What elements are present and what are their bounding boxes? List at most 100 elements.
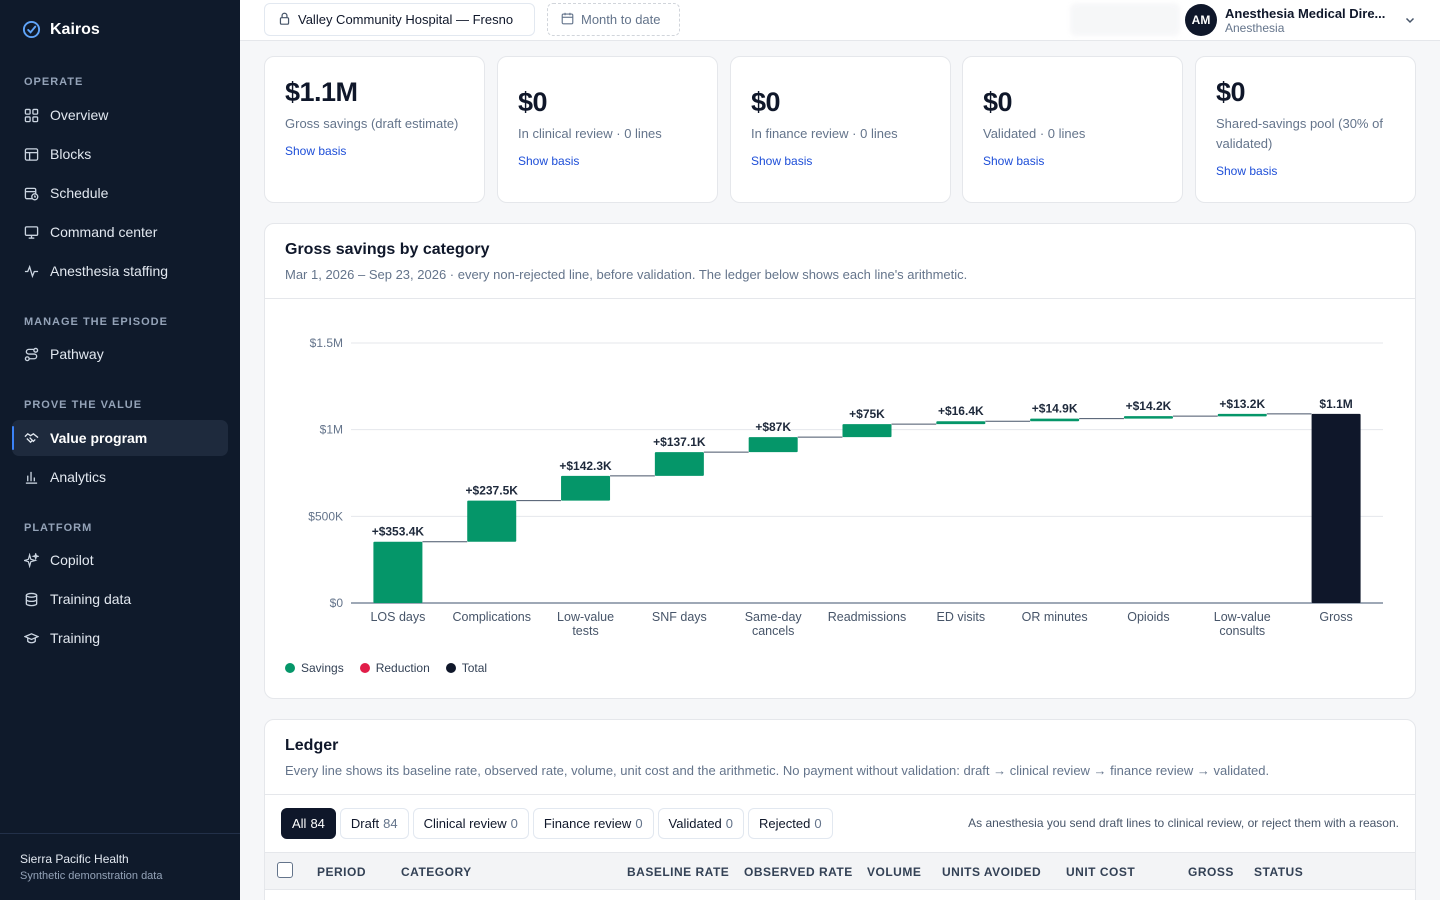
filter-clinical-review[interactable]: Clinical review 0 (412, 808, 529, 839)
kpi-label: Gross savings (draft estimate) (285, 116, 459, 131)
filter-label: Draft (350, 816, 380, 831)
nav-item-training-data[interactable]: Training data (12, 581, 228, 617)
chart-legend: Savings Reduction Total (285, 661, 487, 675)
nav-item-label: Anesthesia staffing (50, 263, 169, 279)
bar-los-days (373, 541, 423, 603)
nav-item-schedule[interactable]: Schedule (12, 175, 228, 211)
date-range-selector[interactable]: Month to date (547, 3, 680, 36)
column-header-unit-cost[interactable]: UNIT COST (1066, 865, 1136, 879)
column-header-category[interactable]: CATEGORY (401, 865, 472, 879)
nav-item-training[interactable]: Training (12, 620, 228, 656)
legend-label: Total (461, 661, 488, 675)
column-header-period[interactable]: PERIOD (317, 865, 367, 879)
filter-draft[interactable]: Draft 84 (339, 808, 409, 839)
waterfall-chart: $0 $500K $1M $1.5M +$353.4K LOS days +$237.5K C… (308, 336, 1383, 638)
legend-label: Reduction (375, 661, 430, 675)
column-header-volume[interactable]: VOLUME (867, 865, 922, 879)
filter-label: All (292, 816, 307, 831)
blocks-icon (24, 147, 39, 162)
filter-count: 84 (310, 816, 325, 831)
data-label: +$237.5K (466, 484, 519, 498)
nav-item-copilot[interactable]: Copilot (12, 542, 228, 578)
sidebar-footer: Sierra Pacific Health Synthetic demonstr… (0, 833, 240, 900)
nav-item-label: Training (50, 630, 101, 646)
hospital-name: Valley Community Hospital — Fresno (298, 12, 514, 27)
lock-icon (278, 12, 291, 28)
user-role: Anesthesia (1225, 20, 1285, 35)
filter-label: Validated (668, 816, 722, 831)
nav-item-command-center[interactable]: Command center (12, 214, 228, 250)
monitor-icon (24, 225, 39, 240)
nav-item-label: Overview (50, 107, 109, 123)
select-all-checkbox[interactable] (277, 862, 293, 878)
topbar: Valley Community Hospital — Fresno Month… (240, 0, 1440, 41)
nav-item-anesthesia-staffing[interactable]: Anesthesia staffing (12, 253, 228, 289)
y-tick-label: $1.5M (310, 336, 343, 350)
nav-item-value-program[interactable]: Value program (12, 420, 228, 456)
filter-finance-review[interactable]: Finance review 0 (532, 808, 654, 839)
show-basis-link[interactable]: Show basis (285, 144, 347, 158)
filter-validated[interactable]: Validated 0 (657, 808, 745, 839)
filter-rejected[interactable]: Rejected 0 (748, 808, 833, 839)
kpi-gross-savings: $1.1M Gross savings (draft estimate) Sho… (264, 56, 485, 203)
data-label: +$16.4K (938, 404, 984, 418)
show-basis-link[interactable]: Show basis (1216, 164, 1278, 178)
nav-item-label: Command center (50, 224, 158, 240)
data-label: +$142.3K (559, 459, 612, 473)
show-basis-link[interactable]: Show basis (518, 154, 580, 168)
nav-item-pathway[interactable]: Pathway (12, 336, 228, 372)
column-header-baseline-rate[interactable]: BASELINE RATE (627, 865, 730, 879)
legend-item-savings: Savings (285, 661, 344, 675)
hospital-selector[interactable]: Valley Community Hospital — Fresno (264, 3, 535, 36)
chart-panel-header: Gross savings by category Mar 1, 2026 – … (265, 224, 1415, 299)
bar-ed-visits (936, 421, 986, 425)
kpi-shared-savings-pool: $0 Shared-savings pool (30% of validated… (1195, 56, 1416, 203)
kpi-value: $1.1M (285, 77, 358, 107)
x-tick-label: Complications (452, 610, 531, 624)
column-header-gross[interactable]: GROSS (1188, 865, 1234, 879)
kpi-label: In finance review · 0 lines (751, 126, 898, 141)
column-header-units-avoided[interactable]: UNITS AVOIDED (942, 865, 1042, 879)
bar-opioids (1123, 416, 1173, 419)
brand[interactable]: Kairos (22, 20, 100, 39)
legend-label: Savings (301, 661, 344, 675)
filter-all[interactable]: All 84 (281, 808, 336, 839)
nav-item-label: Training data (50, 591, 132, 607)
legend-swatch (359, 663, 370, 673)
kpi-label: Shared-savings pool (30% of validated) (1216, 116, 1383, 151)
legend-swatch (285, 663, 295, 673)
x-tick-label: LOS days (370, 610, 425, 624)
nav-item-overview[interactable]: Overview (12, 97, 228, 133)
show-basis-link[interactable]: Show basis (983, 154, 1045, 168)
nav-section-operate: OPERATE (24, 76, 84, 88)
nav-item-label: Analytics (50, 469, 107, 485)
filter-label: Rejected (759, 816, 811, 831)
calendar-clock-icon (24, 186, 39, 201)
kpi-value: $0 (983, 87, 1013, 117)
data-label: +$87K (755, 420, 791, 434)
x-tick-label: Same-day cancels (745, 610, 803, 638)
date-range-label: Month to date (581, 12, 661, 27)
nav-item-analytics[interactable]: Analytics (12, 459, 228, 495)
filter-count: 0 (725, 816, 734, 831)
route-icon (24, 347, 39, 362)
status-filters: All 84 Draft 84 Clinical review 0 Finance r… (281, 808, 833, 839)
kpi-value: $0 (518, 87, 548, 117)
column-header-status[interactable]: STATUS (1254, 865, 1304, 879)
avatar: AM (1185, 4, 1217, 36)
show-basis-link[interactable]: Show basis (751, 154, 813, 168)
bar-same-day-cancels (748, 437, 798, 453)
nav-item-label: Blocks (50, 146, 92, 162)
graduation-cap-icon (24, 631, 39, 646)
nav-section-platform: PLATFORM (24, 522, 93, 534)
column-header-observed-rate[interactable]: OBSERVED RATE (744, 865, 853, 879)
data-label: +$353.4K (372, 525, 425, 539)
user-menu[interactable]: AM Anesthesia Medical Dire... Anesthesia (1185, 3, 1420, 37)
calendar-icon (561, 12, 574, 28)
y-tick-label: $1M (320, 423, 343, 437)
nav-item-blocks[interactable]: Blocks (12, 136, 228, 172)
x-tick-label: Gross (1319, 610, 1352, 624)
data-note: Synthetic demonstration data (20, 870, 163, 882)
sidebar: Kairos OPERATE Overview Blocks Schedule … (0, 0, 240, 900)
nav-item-label: Pathway (50, 346, 104, 362)
